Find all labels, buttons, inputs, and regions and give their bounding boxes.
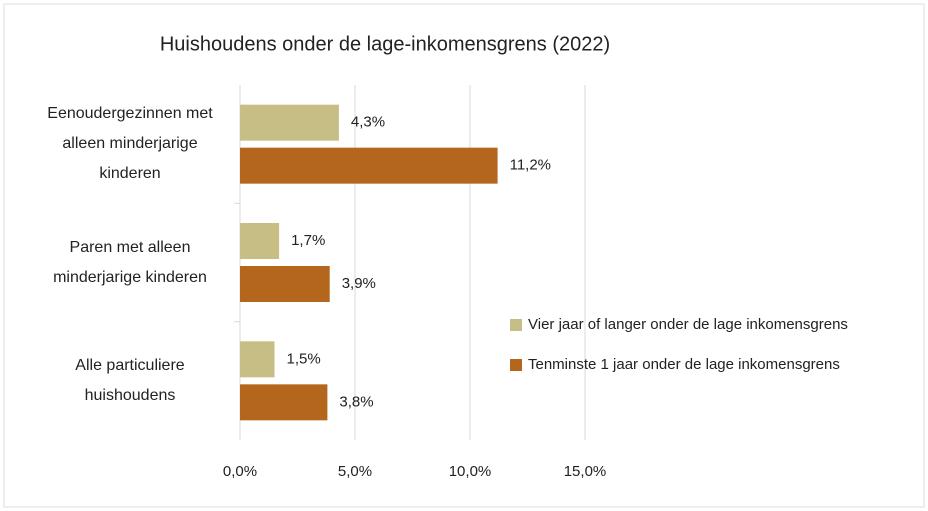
- legend-swatch: [510, 359, 522, 371]
- frame: [3, 3, 925, 508]
- chart-title: Huishoudens onder de lage-inkomensgrens …: [160, 33, 610, 55]
- bar: [240, 266, 330, 302]
- bar: [240, 341, 275, 378]
- bar: [240, 147, 498, 184]
- y-tick-label: Eenoudergezinnen met alleen minderjarige…: [47, 105, 213, 183]
- legend-label: Tenminste 1 jaar onder de lage inkomensg…: [528, 356, 840, 373]
- y-tick-label: Paren met alleen minderjarige kinderen: [53, 238, 207, 286]
- bar: [240, 104, 339, 141]
- x-tick-label: 0,0%: [223, 463, 257, 480]
- y-tick-label: Alle particuliere huishoudens: [75, 356, 185, 404]
- value-label: 11,2%: [510, 157, 551, 174]
- x-tick-label: 10,0%: [449, 463, 492, 480]
- legend-swatch: [510, 319, 522, 331]
- value-label: 1,5%: [287, 350, 321, 367]
- value-label: 1,7%: [291, 232, 325, 249]
- legend-label: Vier jaar of langer onder de lage inkome…: [528, 316, 848, 333]
- bar: [240, 384, 328, 421]
- x-tick-label: 5,0%: [338, 463, 372, 480]
- value-label: 3,8%: [339, 393, 373, 410]
- x-tick-label: 15,0%: [564, 463, 607, 480]
- bar: [240, 223, 280, 259]
- value-label: 4,3%: [351, 114, 385, 131]
- value-label: 3,9%: [342, 275, 376, 292]
